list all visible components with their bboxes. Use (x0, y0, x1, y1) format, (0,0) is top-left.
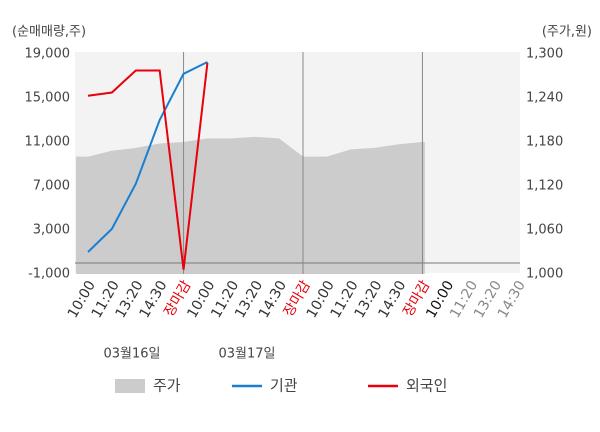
y-tick-label: 11,000 (25, 135, 71, 150)
legend-label: 주가 (153, 377, 181, 395)
y-tick-label: -1,000 (28, 267, 70, 282)
y2-tick-label: 1,300 (526, 47, 563, 62)
y-axis-label: (순매매량,주) (12, 25, 86, 40)
y-tick-label: 3,000 (33, 223, 70, 238)
y2-tick-label: 1,240 (526, 91, 563, 106)
y2-axis-label: (주가,원) (542, 25, 592, 40)
y2-tick-label: 1,120 (526, 179, 563, 194)
series-line (87, 61, 208, 253)
date-label: 03월16일 (103, 347, 160, 362)
y2-tick-label: 1,000 (526, 267, 563, 282)
price-area (76, 136, 425, 274)
y-tick-label: 19,000 (25, 47, 71, 62)
y-tick-label: 15,000 (25, 91, 71, 106)
date-label: 03월17일 (218, 347, 275, 362)
y2-tick-label: 1,060 (526, 223, 563, 238)
y2-tick-label: 1,180 (526, 135, 563, 150)
series-line (87, 62, 209, 270)
y-tick-label: 7,000 (33, 179, 70, 194)
legend-label: 기관 (270, 377, 298, 395)
legend-label: 외국인 (406, 377, 447, 395)
legend-swatch (115, 379, 145, 393)
